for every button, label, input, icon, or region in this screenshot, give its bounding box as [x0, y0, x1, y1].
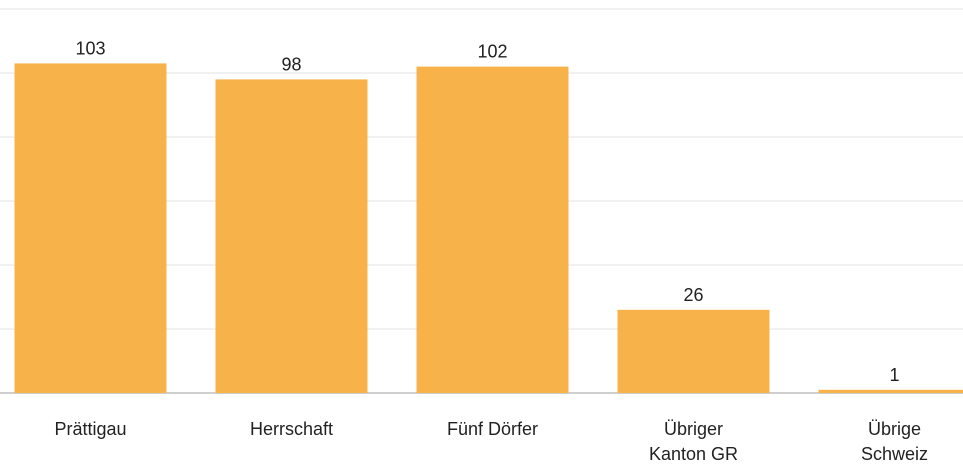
bar: [617, 309, 770, 393]
x-tick-label: Herrschaft: [250, 419, 333, 439]
value-label: 103: [75, 38, 105, 58]
bar: [416, 66, 569, 393]
value-label: 98: [281, 54, 301, 74]
x-tick-label: Prättigau: [54, 419, 126, 439]
value-label: 26: [683, 285, 703, 305]
x-tick-label: Fünf Dörfer: [447, 419, 538, 439]
bar: [215, 79, 368, 394]
x-tick-label: Übrige Schweiz: [861, 419, 928, 464]
bar: [14, 63, 167, 394]
value-label: 1: [889, 365, 899, 385]
bar: [818, 389, 963, 393]
x-tick-label: Übriger Kanton GR: [649, 419, 738, 464]
value-label: 102: [477, 41, 507, 61]
